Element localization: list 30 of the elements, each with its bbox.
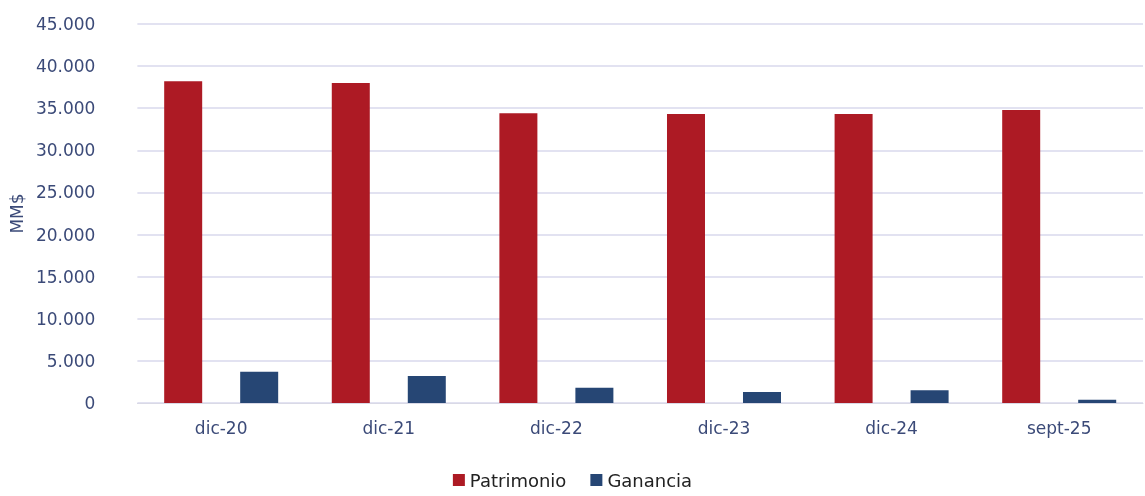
y-tick-label: 45.000 (35, 14, 96, 34)
y-tick-label: 25.000 (35, 182, 96, 203)
y-tick-label: 35.000 (35, 98, 96, 119)
bar (1002, 109, 1041, 403)
legend-label: Patrimonio (469, 469, 567, 491)
y-tick-label: 5.000 (46, 350, 96, 371)
bar (910, 390, 949, 403)
bar (331, 82, 370, 403)
y-tick-label: 0 (84, 393, 96, 413)
y-tick-label: 30.000 (35, 140, 96, 161)
y-tick-label: 40.000 (35, 56, 96, 77)
bar (499, 113, 538, 403)
y-tick-label: 10.000 (35, 308, 96, 329)
bar (407, 376, 446, 403)
x-tick-label: dic-21 (362, 417, 416, 438)
x-tick-label: dic-23 (697, 417, 751, 438)
y-tick-label: 15.000 (35, 266, 96, 287)
bar (666, 114, 705, 403)
x-tick-label: dic-24 (865, 417, 918, 438)
bar (164, 81, 203, 403)
legend-label: Ganancia (607, 469, 693, 491)
bar (834, 114, 873, 403)
bar (240, 371, 279, 403)
y-axis-title: MM$ (6, 193, 27, 234)
y-tick-label: 20.000 (35, 224, 96, 245)
x-tick-label: dic-22 (530, 417, 583, 438)
x-tick-label: sept-25 (1026, 417, 1092, 438)
bar (742, 392, 781, 403)
x-tick-label: dic-20 (194, 417, 248, 438)
bar (575, 387, 614, 403)
